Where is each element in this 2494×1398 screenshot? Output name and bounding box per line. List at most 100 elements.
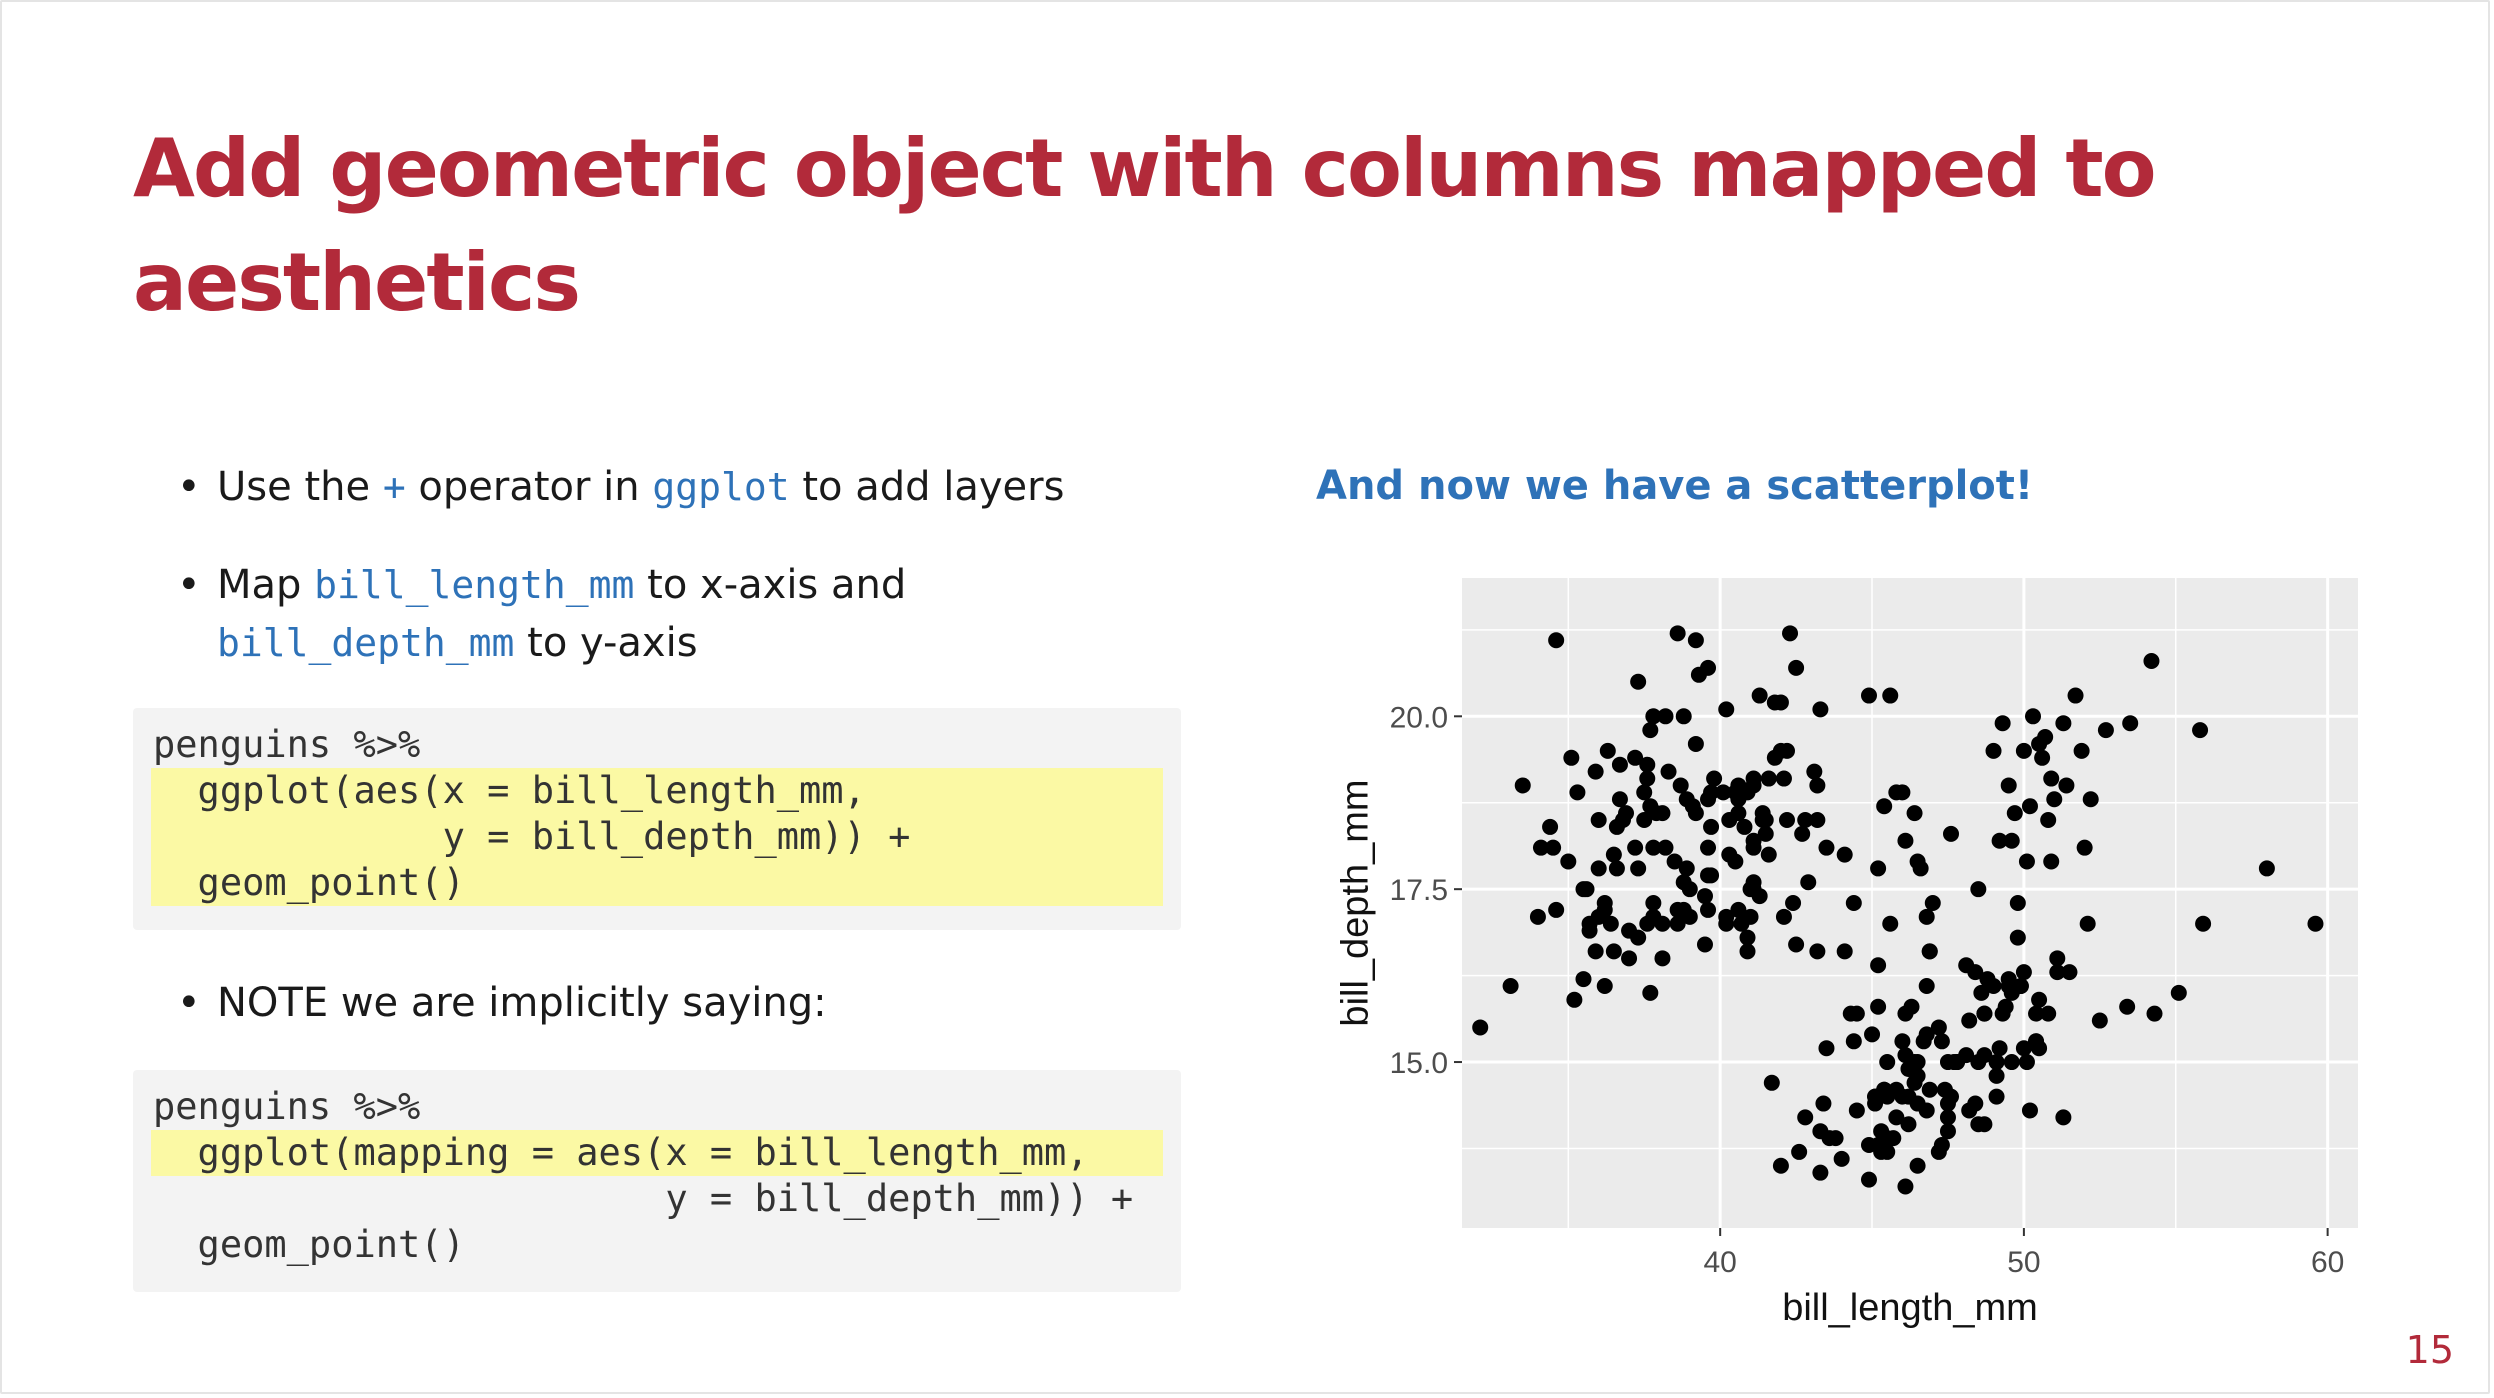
data-point bbox=[1703, 867, 1720, 884]
data-point bbox=[1645, 895, 1662, 911]
data-point bbox=[1739, 943, 1756, 960]
data-point bbox=[1936, 1081, 1953, 1098]
data-point bbox=[1809, 777, 1826, 794]
data-point bbox=[1730, 901, 1747, 918]
data-point bbox=[1675, 708, 1692, 725]
data-point bbox=[2040, 1005, 2057, 1022]
data-point bbox=[1602, 915, 1619, 932]
data-point bbox=[1669, 625, 1686, 642]
data-point bbox=[1696, 936, 1713, 953]
scatterplot-subhead: And now we have a scatterplot! bbox=[1316, 463, 2034, 509]
y-tick-label: 20.0 bbox=[1390, 701, 1448, 734]
data-point bbox=[1979, 971, 1996, 988]
data-point bbox=[2043, 853, 2060, 870]
data-point bbox=[1630, 673, 1647, 690]
axis-ticks: 40 50 60 15.0 17.5 20.0 bbox=[1390, 701, 2345, 1279]
data-point bbox=[1909, 1157, 1926, 1174]
data-point bbox=[1630, 860, 1647, 877]
data-point bbox=[1630, 929, 1647, 946]
bullet-text: Use the bbox=[217, 464, 383, 510]
data-point bbox=[1687, 805, 1704, 822]
x-tick-label: 50 bbox=[2007, 1246, 2040, 1279]
data-point bbox=[2122, 715, 2139, 732]
data-point bbox=[1991, 1040, 2008, 1057]
data-point bbox=[1575, 971, 1592, 988]
x-tick-label: 40 bbox=[1703, 1246, 1736, 1279]
data-point bbox=[1879, 1054, 1896, 1071]
data-point bbox=[1757, 825, 1774, 842]
data-point bbox=[1860, 1137, 1877, 1154]
data-point bbox=[2143, 652, 2160, 669]
data-point bbox=[1502, 977, 1519, 994]
data-point bbox=[2015, 742, 2032, 759]
data-point bbox=[1939, 1095, 1956, 1112]
data-point bbox=[1596, 895, 1613, 911]
code-line-highlighted: geom_point() bbox=[151, 860, 1163, 906]
data-point bbox=[1757, 812, 1774, 829]
data-point bbox=[1939, 1123, 1956, 1140]
data-point bbox=[2009, 895, 2026, 911]
data-point bbox=[1939, 1109, 1956, 1126]
data-point bbox=[1809, 812, 1826, 829]
data-point bbox=[1578, 881, 1595, 898]
data-point bbox=[1873, 1137, 1890, 1154]
data-point bbox=[2015, 964, 2032, 981]
data-point bbox=[1532, 839, 1549, 856]
data-point bbox=[1772, 1157, 1789, 1174]
data-point bbox=[1548, 632, 1565, 649]
data-point bbox=[1645, 839, 1662, 856]
data-point bbox=[1654, 915, 1671, 932]
data-point bbox=[1778, 812, 1795, 829]
bullet-list-top: Use the + operator in ggplot to add laye… bbox=[133, 458, 1064, 672]
data-point bbox=[2037, 729, 2054, 746]
scatterplot-chart: 40 50 60 15.0 17.5 20.0 bill_length_mm bill_d… bbox=[1334, 578, 2358, 1329]
data-point bbox=[1809, 943, 1826, 960]
data-point bbox=[2012, 977, 2029, 994]
data-point bbox=[2170, 984, 2187, 1001]
data-point bbox=[2009, 929, 2026, 946]
data-point bbox=[1930, 1019, 1947, 1036]
data-point bbox=[1791, 1143, 1808, 1160]
data-point bbox=[1587, 943, 1604, 960]
data-point bbox=[1760, 846, 1777, 863]
data-point bbox=[1775, 908, 1792, 925]
data-point bbox=[1700, 659, 1717, 676]
scatter-points bbox=[1472, 625, 2324, 1195]
data-point bbox=[1991, 832, 2008, 849]
data-point bbox=[2028, 1033, 2045, 1050]
data-point bbox=[1897, 1005, 1914, 1022]
data-point bbox=[1967, 964, 1984, 981]
y-tick-label: 15.0 bbox=[1390, 1047, 1448, 1080]
data-point bbox=[2076, 839, 2093, 856]
data-point bbox=[2146, 1005, 2163, 1022]
data-point bbox=[2061, 964, 2078, 981]
data-point bbox=[1569, 784, 1586, 801]
data-point bbox=[1742, 908, 1759, 925]
data-point bbox=[2258, 860, 2275, 877]
data-point bbox=[1529, 908, 1546, 925]
data-point bbox=[1687, 632, 1704, 649]
data-point bbox=[1876, 798, 1893, 815]
data-point bbox=[1639, 770, 1656, 787]
data-point bbox=[2003, 832, 2020, 849]
bullet-text: to x-axis and bbox=[634, 562, 907, 608]
y-tick-label: 17.5 bbox=[1390, 874, 1448, 907]
data-point bbox=[1605, 846, 1622, 863]
data-point bbox=[1882, 687, 1899, 704]
data-point bbox=[1706, 770, 1723, 787]
data-point bbox=[1736, 818, 1753, 835]
data-point bbox=[2049, 950, 2066, 967]
data-point bbox=[1730, 805, 1747, 822]
slide-title-line-1: Add geometric object with columns mapped… bbox=[133, 122, 2157, 215]
data-point bbox=[2040, 812, 2057, 829]
data-point bbox=[2067, 687, 2084, 704]
code-block-mapping: penguins %>% ggplot(mapping = aes(x = bi… bbox=[133, 1070, 1181, 1292]
data-point bbox=[1636, 784, 1653, 801]
data-point bbox=[1967, 1095, 1984, 1112]
data-point bbox=[1745, 770, 1762, 787]
y-axis-title: bill_depth_mm bbox=[1334, 779, 1376, 1026]
data-point bbox=[1812, 701, 1829, 718]
grid-minor bbox=[1462, 578, 2358, 1228]
data-point bbox=[1645, 708, 1662, 725]
data-point bbox=[2034, 749, 2051, 766]
